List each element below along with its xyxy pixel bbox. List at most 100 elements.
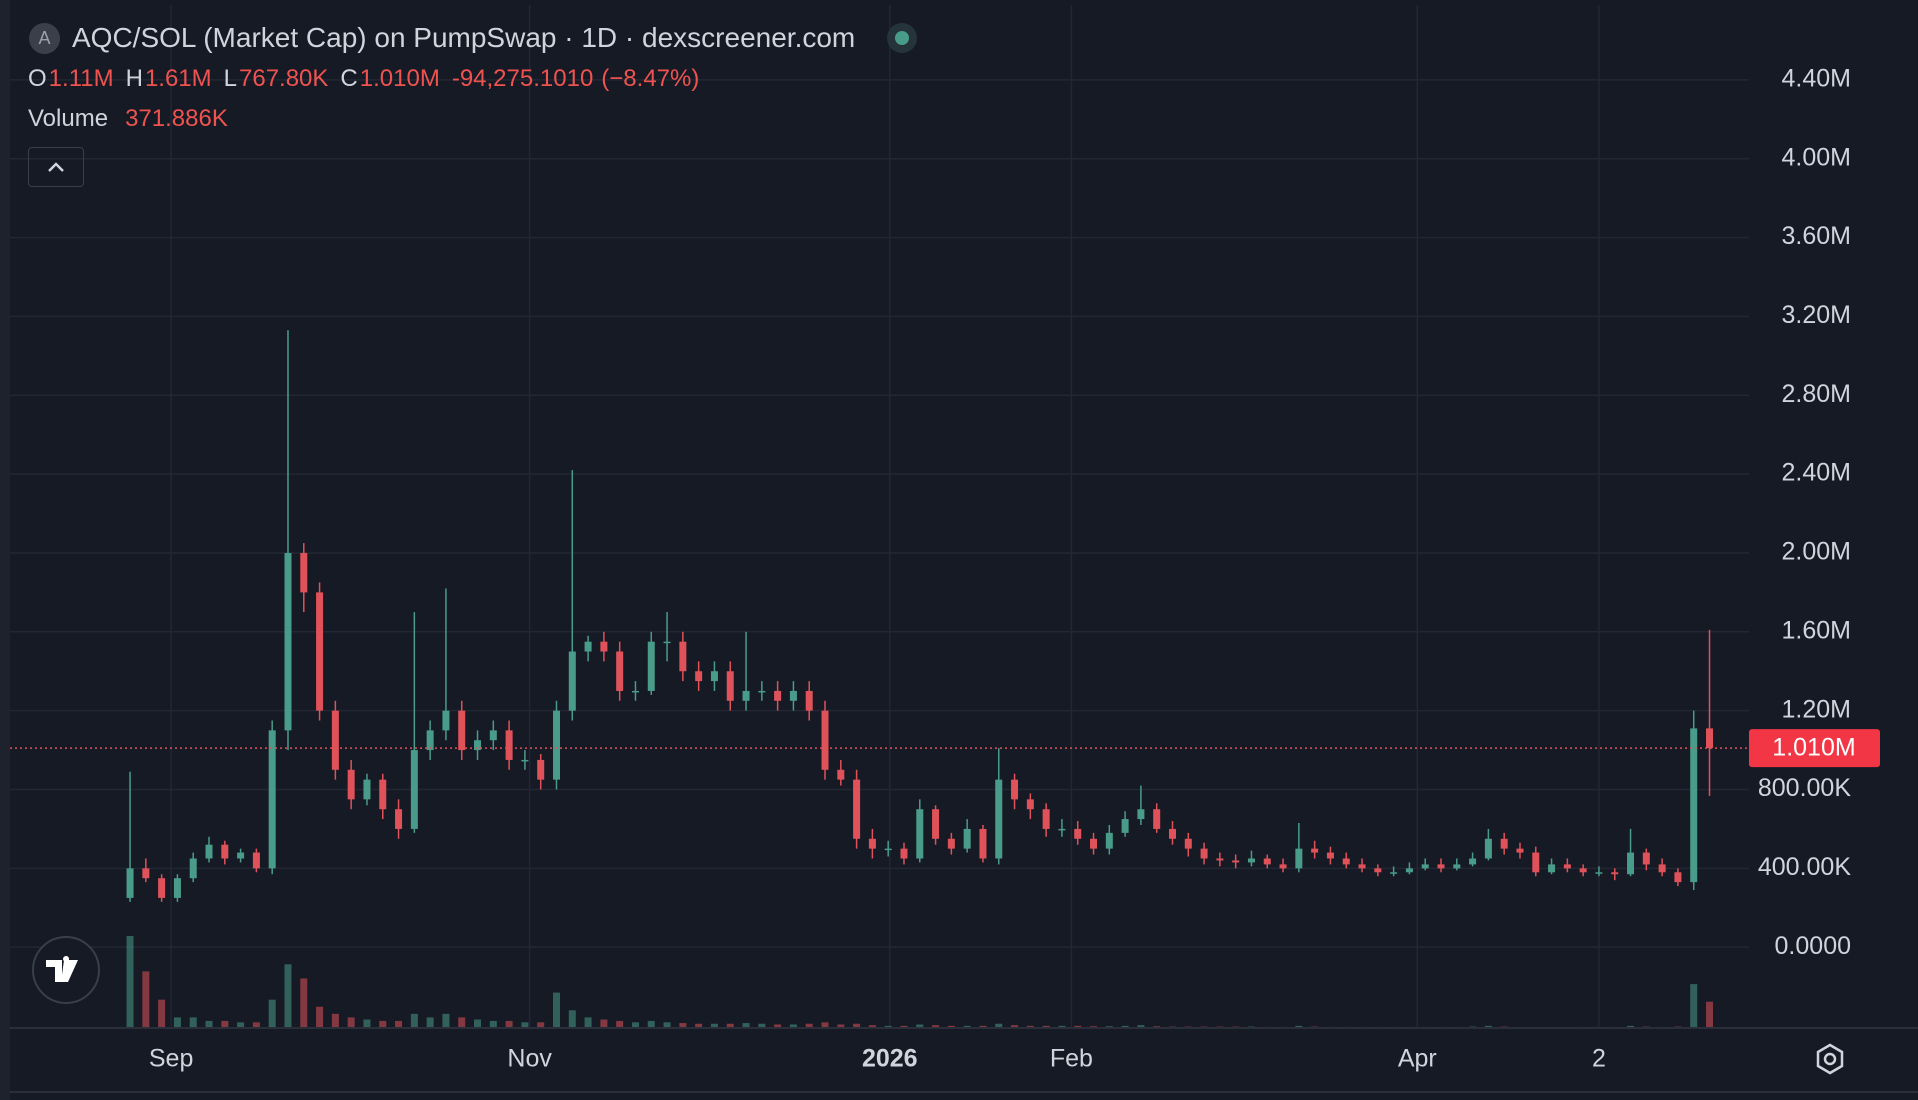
collapse-button[interactable]	[28, 147, 84, 187]
volume-bar	[821, 1022, 829, 1028]
y-tick-label: 4.00M	[1782, 143, 1851, 171]
candle-body	[1137, 809, 1145, 820]
title-row: A AQC/SOL (Market Cap) on PumpSwap · 1D …	[29, 21, 918, 55]
candle-body	[1469, 858, 1477, 865]
volume-bar	[189, 1017, 197, 1028]
volume-label: Volume	[28, 105, 109, 132]
volume-bar	[663, 1022, 671, 1028]
volume-bar	[979, 1025, 987, 1028]
candle-body	[568, 651, 576, 711]
volume-bar	[647, 1020, 655, 1028]
candle-body	[947, 838, 955, 849]
y-tick-label: 4.40M	[1782, 65, 1851, 93]
volume-bar	[458, 1017, 466, 1028]
candle-body	[916, 809, 924, 859]
volume-bar	[410, 1013, 418, 1028]
candle-body	[584, 641, 592, 652]
y-tick-label: 2.80M	[1782, 380, 1851, 408]
candle-body	[331, 710, 339, 770]
candle-body	[552, 710, 560, 780]
volume-bar	[679, 1023, 687, 1028]
candle-body	[979, 828, 987, 859]
volume-bar	[268, 999, 276, 1028]
candle-body	[1153, 809, 1161, 829]
candle-body	[237, 852, 245, 859]
candle-body	[821, 710, 829, 770]
candle-body	[1042, 809, 1050, 829]
left-edge	[0, 0, 10, 1100]
volume-bar	[489, 1020, 497, 1028]
live-dot	[895, 31, 910, 45]
candle-body	[205, 844, 213, 859]
volume-bar	[616, 1020, 624, 1028]
y-tick-label: 2.40M	[1782, 459, 1851, 487]
settings-button[interactable]	[1816, 1043, 1844, 1075]
volume-bar	[347, 1017, 355, 1028]
volume-bar	[837, 1024, 845, 1028]
token-icon: A	[29, 22, 60, 54]
volume-bar	[805, 1023, 813, 1028]
candle-body	[1690, 728, 1698, 883]
candle-body	[695, 671, 703, 682]
candle-body	[1500, 838, 1508, 849]
volume-bar	[600, 1019, 608, 1028]
candle-body	[1026, 799, 1034, 810]
last-price-tag	[1749, 729, 1880, 768]
candle-body	[300, 552, 308, 593]
candle-body	[1105, 832, 1113, 849]
ohlc-value: 1.010M	[359, 65, 440, 92]
volume-bar	[1690, 984, 1698, 1028]
candle-body	[789, 690, 797, 701]
volume-bar	[900, 1025, 908, 1028]
candle-body	[1484, 838, 1492, 859]
volume-bar	[1627, 1025, 1635, 1028]
candle-body	[316, 592, 324, 711]
volume-bar	[1074, 1025, 1082, 1028]
candle-body	[679, 641, 687, 672]
candle-body	[347, 769, 355, 800]
y-tick-label: 0.0000	[1775, 932, 1851, 960]
ohlc-letter: L	[223, 65, 237, 92]
volume-bar	[252, 1022, 260, 1028]
volume-bar	[742, 1023, 750, 1028]
candle-body	[1642, 852, 1650, 865]
candle-body	[1263, 858, 1271, 865]
volume-bar	[1011, 1025, 1019, 1028]
candle-body	[995, 779, 1003, 859]
volume-bar	[221, 1020, 229, 1028]
candle-body	[474, 740, 482, 751]
candle-body	[616, 651, 624, 691]
candle-body	[600, 641, 608, 652]
volume-bar	[1706, 1001, 1714, 1028]
ohlc-value: 1.11M	[48, 65, 114, 92]
volume-bar	[710, 1023, 718, 1028]
candle-body	[158, 878, 166, 898]
candle-body	[1342, 858, 1350, 865]
candle-body	[1374, 868, 1382, 873]
volume-bars	[126, 936, 1714, 1028]
x-tick-label: Nov	[507, 1045, 552, 1073]
change-value: -94,275.1010	[451, 65, 594, 92]
candle-body	[963, 828, 971, 849]
chart-title: AQC/SOL (Market Cap) on PumpSwap · 1D · …	[72, 22, 856, 53]
volume-bar	[774, 1024, 782, 1028]
volume-bar	[126, 936, 134, 1028]
candle-body	[1658, 864, 1666, 873]
candle-body	[884, 848, 892, 851]
grid	[10, 5, 1749, 1028]
volume-bar	[142, 971, 150, 1028]
candle-body	[1390, 872, 1398, 874]
candle-body	[1453, 864, 1461, 869]
volume-bar	[947, 1025, 955, 1028]
volume-bar	[300, 978, 308, 1028]
collapse-icon	[48, 162, 64, 172]
y-tick-label: 2.00M	[1782, 538, 1851, 566]
ohlc-value: 767.80K	[239, 65, 329, 92]
candle-body	[1200, 848, 1208, 859]
candle-body	[1184, 838, 1192, 849]
candle-body	[663, 641, 671, 644]
candle-body	[1168, 828, 1176, 839]
volume-bar	[963, 1025, 971, 1028]
